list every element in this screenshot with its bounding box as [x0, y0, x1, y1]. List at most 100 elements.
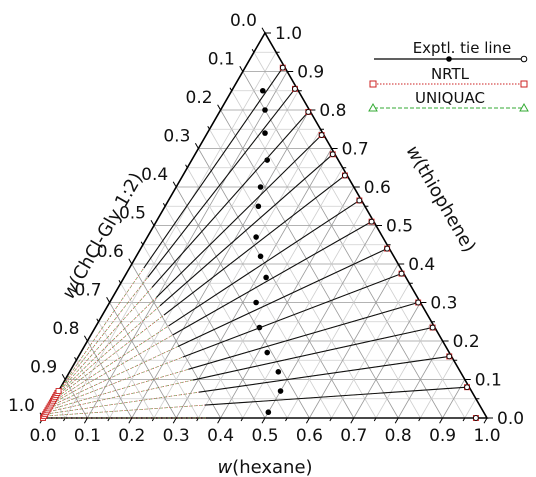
legend-marker-uniquac-left [368, 102, 378, 112]
legend-marker-exptl-filled [446, 56, 452, 62]
grid-line [87, 340, 133, 419]
right-tick-label: 0.2 [453, 332, 480, 352]
x-tick-label: 0.3 [163, 426, 190, 446]
left-tick [61, 374, 66, 380]
x-tick-label: 0.7 [340, 426, 367, 446]
exptl-tie-line [168, 200, 360, 327]
exptl-tie-line [177, 248, 388, 347]
grid-line [264, 225, 377, 419]
left-tick-label: 0.8 [52, 319, 79, 339]
bottom-tick [350, 417, 355, 424]
exptl-open-marker [398, 270, 405, 277]
grid-line [109, 302, 177, 419]
exptl-filled-marker [259, 87, 266, 94]
grid-line [442, 379, 466, 419]
right-axis-title: w(thiophene) [402, 142, 480, 256]
exptl-filled-marker [275, 369, 282, 375]
left-tick-label: 0.6 [97, 242, 124, 262]
exptl-open-marker [279, 64, 286, 71]
x-tick-label: 0.6 [296, 426, 323, 446]
exptl-filled-marker [265, 409, 272, 416]
exptl-open-marker [429, 324, 436, 331]
bottom-tick [261, 417, 266, 424]
left-tick [185, 164, 188, 169]
exptl-tie-line [198, 355, 450, 393]
left-tick [74, 356, 77, 361]
legend-label-exptl: Exptl. tie line [413, 39, 512, 57]
right-tick-label: 0.5 [386, 217, 413, 237]
exptl-open-marker [342, 172, 348, 179]
left-tick [162, 202, 166, 207]
legend: Exptl. tie line NRTL UNIQUAC [368, 39, 529, 112]
bottom-tick [439, 417, 444, 424]
bottom-tick [107, 417, 111, 422]
left-tick [96, 318, 99, 323]
exptl-open-marker [292, 85, 298, 92]
exptl-open-marker [356, 197, 363, 204]
exptl-filled-marker [253, 299, 259, 306]
bottom-tick [83, 417, 88, 424]
bottom-tick [63, 417, 66, 422]
grid-line [153, 129, 321, 419]
left-tick [239, 66, 244, 72]
x-tick-label: 1.0 [473, 426, 500, 446]
exptl-tie-line [151, 111, 309, 288]
exptl-filled-marker [262, 130, 268, 136]
left-tick-label: 0.7 [75, 281, 102, 301]
left-tick [128, 258, 133, 265]
right-tick-label: 0.9 [297, 63, 324, 83]
grid-line [209, 129, 377, 419]
right-tick-label: 0.8 [319, 101, 346, 121]
x-tick-label: 0.1 [74, 426, 101, 446]
left-tick [261, 27, 266, 34]
grid-line [331, 283, 410, 419]
bottom-tick [196, 417, 199, 422]
left-tick [229, 87, 233, 92]
grid-line [120, 283, 199, 419]
exptl-open-marker [415, 299, 422, 306]
tie-lines [40, 64, 479, 421]
exptl-tie-line [156, 134, 322, 298]
grid-line [464, 398, 477, 419]
left-tick [140, 241, 144, 246]
nrtl-tie-line [49, 248, 388, 407]
exptl-filled-marker [264, 157, 271, 163]
left-tick [251, 48, 255, 53]
exptl-open-marker [305, 109, 312, 115]
legend-marker-uniquac-right [519, 102, 529, 112]
exptl-open-marker [384, 245, 390, 252]
grid-line [98, 321, 155, 419]
bottom-tick [394, 417, 399, 424]
bottom-tick [172, 417, 177, 424]
left-tick [172, 181, 177, 188]
grid-line [309, 263, 399, 419]
right-tick-label: 0.0 [497, 409, 524, 429]
left-tick-label: 0.3 [163, 127, 190, 147]
uniquac-tie-line [47, 302, 419, 411]
tick-labels: 0.0 0.1 0.2 0.3 0.4 0.5 0.6 0.7 0.8 0.9 1.00.00.10… [8, 11, 524, 446]
exptl-filled-marker [263, 274, 269, 281]
grid-line [253, 52, 466, 419]
left-tick-label: 0.9 [30, 358, 57, 378]
exptl-filled-marker [255, 203, 262, 210]
grid-line [286, 244, 388, 419]
exptl-filled-marker [264, 349, 271, 356]
grid-line [353, 302, 421, 419]
legend-marker-exptl-open [520, 55, 528, 63]
right-tick-label: 0.6 [364, 178, 391, 198]
x-tick-label: 0.5 [251, 426, 278, 446]
left-tick [217, 104, 222, 111]
grid-line [75, 360, 110, 419]
x-tick-label: 0.9 [429, 426, 456, 446]
left-tick [150, 220, 155, 226]
right-tick-label: 0.4 [408, 255, 435, 275]
exptl-filled-marker [277, 388, 284, 394]
bottom-tick [151, 417, 155, 422]
grid-line [397, 340, 443, 419]
x-tick-label: 0.4 [207, 426, 234, 446]
left-tick-label: 0.1 [208, 50, 235, 70]
left-tick [118, 279, 122, 284]
grid-line [231, 90, 421, 419]
exptl-open-marker [368, 218, 375, 225]
